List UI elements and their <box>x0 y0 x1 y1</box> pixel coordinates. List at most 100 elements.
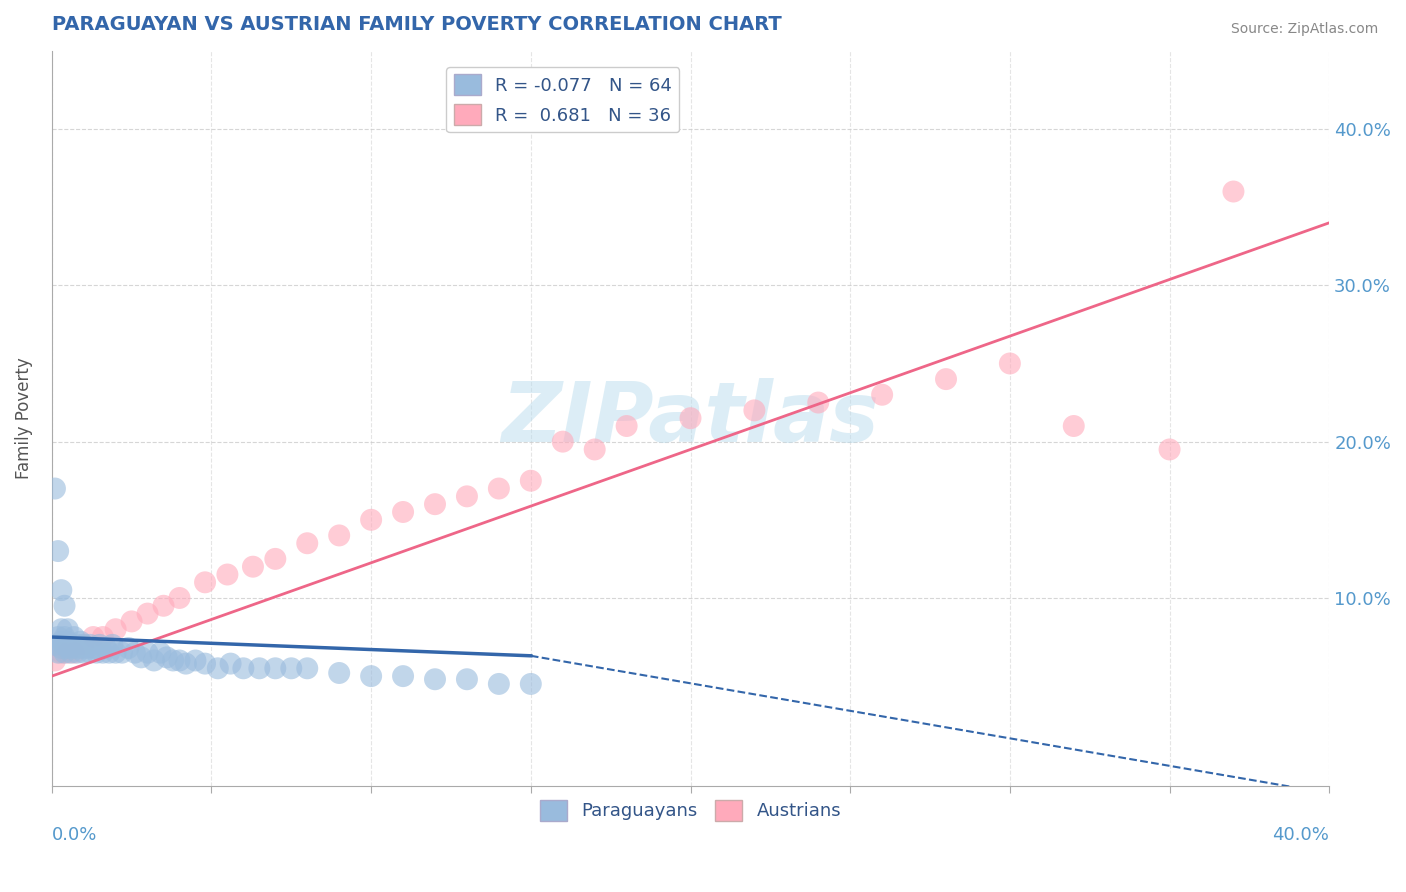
Point <box>56 640 79 655</box>
Point <box>82 630 104 644</box>
Point <box>297 661 319 675</box>
Point <box>46 630 69 644</box>
Point <box>104 646 127 660</box>
Point <box>807 395 830 409</box>
Point <box>63 630 86 644</box>
Point <box>76 640 98 655</box>
Point <box>53 630 76 644</box>
Point <box>392 505 415 519</box>
Point <box>104 622 127 636</box>
Point <box>117 640 139 655</box>
Point <box>280 661 302 675</box>
Point <box>583 442 606 457</box>
Point <box>488 482 510 496</box>
Point <box>63 640 86 655</box>
Point <box>56 646 79 660</box>
Point <box>136 646 159 660</box>
Point <box>360 669 382 683</box>
Point <box>51 622 73 636</box>
Point <box>56 622 79 636</box>
Point <box>46 544 69 558</box>
Point <box>1159 442 1181 457</box>
Point <box>207 661 229 675</box>
Point <box>51 640 73 655</box>
Point <box>101 638 124 652</box>
Point <box>1222 185 1244 199</box>
Point <box>162 653 184 667</box>
Point <box>89 638 111 652</box>
Point <box>219 657 242 671</box>
Point <box>520 474 543 488</box>
Point <box>1063 419 1085 434</box>
Point <box>98 646 121 660</box>
Point <box>264 661 287 675</box>
Point <box>66 638 89 652</box>
Point <box>870 388 893 402</box>
Point <box>51 646 73 660</box>
Point <box>63 646 86 660</box>
Point <box>53 638 76 652</box>
Point <box>69 634 91 648</box>
Point <box>744 403 766 417</box>
Point <box>217 567 239 582</box>
Point <box>156 650 179 665</box>
Point <box>79 638 101 652</box>
Text: Source: ZipAtlas.com: Source: ZipAtlas.com <box>1230 22 1378 37</box>
Legend: Paraguayans, Austrians: Paraguayans, Austrians <box>533 793 849 828</box>
Point <box>998 356 1021 370</box>
Point <box>194 657 217 671</box>
Point <box>73 638 96 652</box>
Point <box>73 638 96 652</box>
Point <box>149 646 172 660</box>
Point <box>184 653 207 667</box>
Point <box>59 638 82 652</box>
Point <box>935 372 957 386</box>
Point <box>679 411 702 425</box>
Point <box>56 634 79 648</box>
Point <box>86 646 108 660</box>
Point <box>169 591 191 605</box>
Text: 0.0%: 0.0% <box>52 826 97 844</box>
Point <box>53 599 76 613</box>
Point <box>242 559 264 574</box>
Point <box>51 634 73 648</box>
Point <box>44 653 66 667</box>
Point <box>53 646 76 660</box>
Text: ZIPatlas: ZIPatlas <box>502 377 879 458</box>
Point <box>328 665 350 680</box>
Point <box>66 646 89 660</box>
Point <box>124 646 146 660</box>
Point <box>616 419 638 434</box>
Y-axis label: Family Poverty: Family Poverty <box>15 358 32 479</box>
Point <box>91 646 114 660</box>
Point <box>247 661 270 675</box>
Point <box>456 489 478 503</box>
Point <box>360 513 382 527</box>
Point <box>111 646 134 660</box>
Point <box>174 657 197 671</box>
Point <box>392 669 415 683</box>
Text: PARAGUAYAN VS AUSTRIAN FAMILY POVERTY CORRELATION CHART: PARAGUAYAN VS AUSTRIAN FAMILY POVERTY CO… <box>52 15 782 34</box>
Point <box>44 638 66 652</box>
Point <box>82 640 104 655</box>
Point <box>423 497 446 511</box>
Point <box>169 653 191 667</box>
Point <box>423 672 446 686</box>
Point <box>73 646 96 660</box>
Point <box>456 672 478 686</box>
Point <box>79 646 101 660</box>
Point <box>232 661 254 675</box>
Point <box>488 677 510 691</box>
Point <box>297 536 319 550</box>
Point <box>44 482 66 496</box>
Point <box>551 434 574 449</box>
Point <box>69 640 91 655</box>
Point <box>264 552 287 566</box>
Point <box>94 640 117 655</box>
Point <box>520 677 543 691</box>
Point <box>194 575 217 590</box>
Point <box>46 646 69 660</box>
Point <box>51 583 73 598</box>
Point <box>121 615 143 629</box>
Point <box>129 650 152 665</box>
